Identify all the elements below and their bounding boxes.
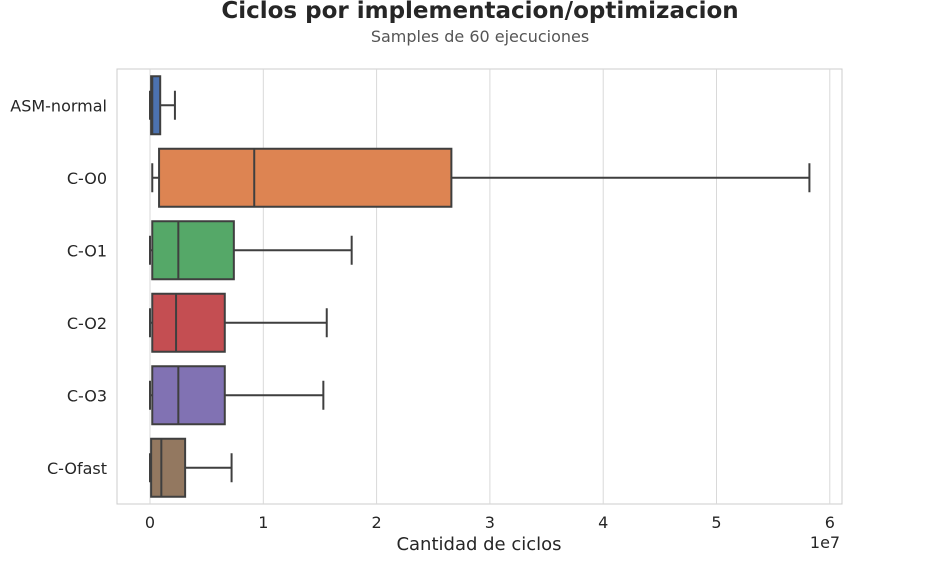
- y-tick-label-C-Ofast: C-Ofast: [47, 459, 107, 478]
- box-C-O0: [151, 147, 811, 208]
- y-tick-label-ASM-normal: ASM-normal: [10, 96, 107, 115]
- chart-title: Ciclos por implementacion/optimizacion: [221, 0, 739, 24]
- y-tick-labels: ASM-normal C-O0 C-O1 C-O2 C-O3 C-Ofast: [10, 96, 107, 478]
- x-tick-label-6: 6: [825, 513, 835, 532]
- chart-subtitle: Samples de 60 ejecuciones: [370, 27, 590, 46]
- boxes: [149, 75, 811, 498]
- box-ASM-normal: [149, 75, 176, 136]
- x-tick-label-2: 2: [372, 513, 382, 532]
- x-tick-label-0: 0: [145, 513, 155, 532]
- x-axis-label: Cantidad de ciclos: [396, 534, 561, 555]
- x-tick-label-5: 5: [711, 513, 721, 532]
- iqr-box-ASM-normal: [150, 75, 162, 136]
- x-tick-label-3: 3: [485, 513, 495, 532]
- y-tick-label-C-O1: C-O1: [67, 241, 107, 260]
- iqr-box-C-O0: [158, 147, 453, 208]
- iqr-box-C-O3: [151, 365, 226, 426]
- box-C-O3: [149, 365, 325, 426]
- plot-frame: [116, 68, 843, 505]
- box-C-O2: [149, 292, 328, 353]
- box-C-Ofast: [149, 437, 233, 498]
- x-scale-label: 1e7: [810, 533, 840, 552]
- box-C-O1: [149, 220, 353, 281]
- x-tick-label-4: 4: [598, 513, 608, 532]
- y-tick-label-C-O3: C-O3: [67, 386, 107, 405]
- iqr-box-C-O1: [151, 220, 235, 281]
- x-tick-label-1: 1: [258, 513, 268, 532]
- y-tick-label-C-O2: C-O2: [67, 314, 107, 333]
- grid-lines: [149, 69, 831, 504]
- x-tick-labels: 0 1 2 3 4 5 6: [145, 513, 835, 532]
- iqr-box-C-O2: [151, 292, 226, 353]
- y-tick-label-C-O0: C-O0: [67, 169, 107, 188]
- iqr-box-C-Ofast: [150, 437, 187, 498]
